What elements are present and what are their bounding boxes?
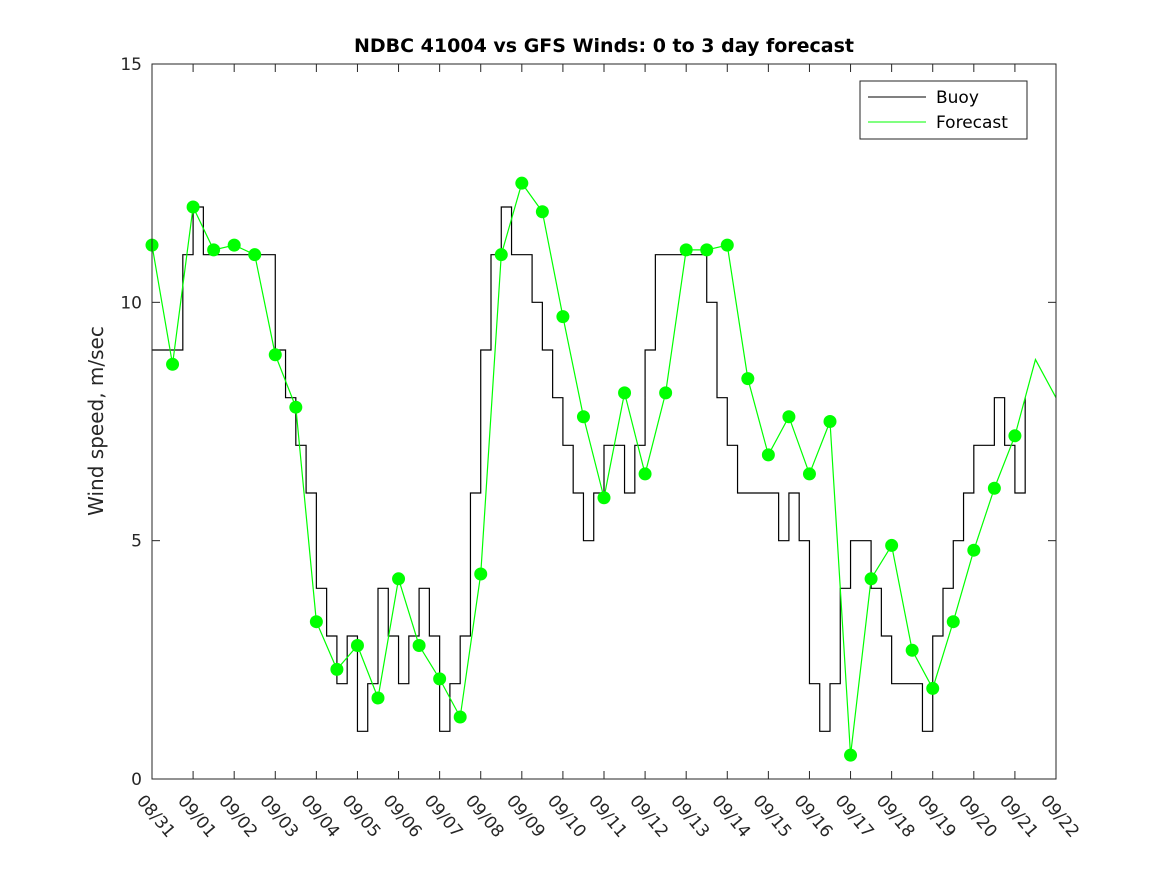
forecast-point [453,710,467,724]
buoy-series-line [152,206,1026,732]
forecast-point [576,410,590,424]
y-tick-label: 10 [120,293,142,313]
legend-buoy-label: Buoy [936,88,979,108]
forecast-point [967,543,981,557]
forecast-point [618,386,632,400]
legend: Buoy Forecast [859,80,1028,140]
forecast-point [350,639,364,653]
y-axis-label: Wind speed, m/sec [84,326,108,516]
forecast-point [926,681,940,695]
forecast-point [741,372,755,386]
forecast-point [268,348,282,362]
forecast-point [207,243,221,257]
legend-forecast-label: Forecast [936,113,1008,133]
y-tick-label: 15 [120,55,142,75]
forecast-point [166,357,180,371]
forecast-point [227,238,241,252]
forecast-point [638,467,652,481]
y-tick-label: 5 [131,532,142,552]
forecast-point [535,205,549,219]
forecast-point [515,176,529,190]
forecast-point [1008,429,1022,443]
forecast-point [987,481,1001,495]
forecast-point [720,238,734,252]
forecast-point [494,248,508,262]
forecast-point [761,448,775,462]
forecast-point [802,467,816,481]
forecast-point [371,691,385,705]
forecast-point [700,243,714,257]
forecast-point [782,410,796,424]
forecast-point [823,415,837,428]
forecast-point [433,672,447,686]
forecast-point [330,662,344,676]
forecast-point [248,248,262,262]
forecast-point [885,538,899,552]
forecast-point [679,243,693,257]
forecast-point [946,615,960,629]
legend-box [859,80,1028,140]
forecast-point [659,386,673,400]
forecast-point [289,400,303,414]
forecast-point [412,639,426,653]
forecast-point [905,643,919,657]
forecast-point [597,491,611,505]
forecast-point [556,310,570,324]
forecast-point [309,615,323,629]
forecast-point [392,572,406,586]
forecast-point [186,200,200,214]
y-tick-label: 0 [131,770,142,790]
forecast-point [864,572,878,586]
forecast-point [474,567,488,581]
forecast-point [844,748,858,762]
chart-title: NDBC 41004 vs GFS Winds: 0 to 3 day fore… [354,35,854,57]
